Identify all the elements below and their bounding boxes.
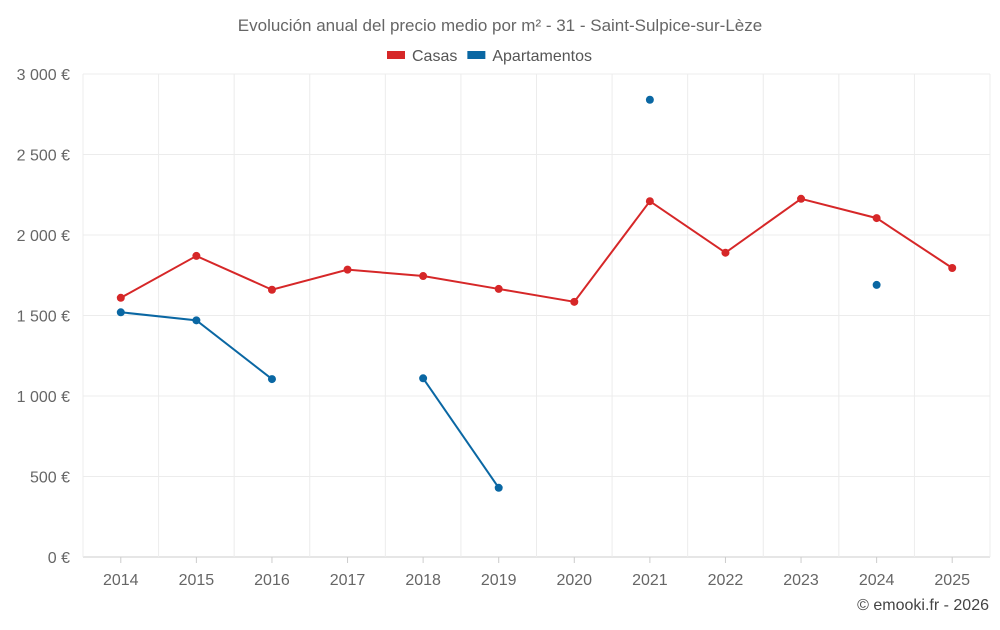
data-point (645, 197, 654, 206)
data-point (419, 374, 428, 383)
series-group (116, 95, 957, 492)
x-tick-label: 2023 (783, 572, 819, 589)
y-axis: 0 € 500 € 1 000 € 1 500 € 2 000 € 2 500 € 3 00… (17, 67, 70, 567)
data-point (192, 251, 201, 260)
y-tick-label: 500 € (30, 470, 70, 487)
data-point (116, 293, 125, 302)
series-apartamentos (116, 95, 881, 492)
legend-swatch (467, 51, 486, 59)
series-line (120, 197, 953, 303)
x-tick-label: 2017 (330, 572, 366, 589)
legend: Casas Apartamentos (387, 48, 592, 65)
series-line (422, 377, 500, 489)
x-tick-label: 2021 (632, 572, 668, 589)
y-tick-label: 3 000 € (17, 67, 70, 84)
y-tick-label: 2 000 € (17, 228, 70, 245)
x-tick-label: 2020 (556, 572, 592, 589)
x-tick-label: 2014 (103, 572, 139, 589)
x-tick-label: 2015 (179, 572, 215, 589)
data-point (192, 316, 201, 325)
data-point (948, 264, 957, 273)
x-tick-label: 2018 (405, 572, 441, 589)
data-point (116, 308, 125, 317)
series-casas (116, 194, 957, 306)
y-tick-label: 1 000 € (17, 389, 70, 406)
chart-title: Evolución anual del precio medio por m² … (238, 16, 762, 35)
x-tick-label: 2019 (481, 572, 517, 589)
y-tick-label: 0 € (48, 550, 70, 567)
x-tick-label: 2022 (708, 572, 744, 589)
x-tick-label: 2024 (859, 572, 895, 589)
data-point (343, 265, 352, 274)
data-point (872, 280, 881, 289)
data-point (721, 248, 730, 257)
credit-text: © emooki.fr - 2026 (857, 597, 989, 614)
legend-swatch (387, 51, 405, 59)
grid (82, 73, 991, 558)
x-tick-label: 2025 (934, 572, 970, 589)
data-point (419, 272, 428, 281)
y-tick-label: 1 500 € (17, 309, 70, 326)
legend-label: Apartamentos (492, 48, 592, 65)
data-point (494, 284, 503, 293)
data-point (267, 375, 276, 384)
data-point (797, 194, 806, 203)
data-point (267, 285, 276, 294)
data-point (872, 214, 881, 223)
data-point (494, 483, 503, 492)
x-tick-label: 2016 (254, 572, 290, 589)
data-point (570, 297, 579, 306)
data-point (645, 95, 654, 104)
x-axis: 2014 2015 2016 2017 2018 2019 2020 2021 2022 2023… (103, 557, 970, 589)
y-tick-label: 2 500 € (17, 148, 70, 165)
legend-label: Casas (412, 48, 457, 65)
